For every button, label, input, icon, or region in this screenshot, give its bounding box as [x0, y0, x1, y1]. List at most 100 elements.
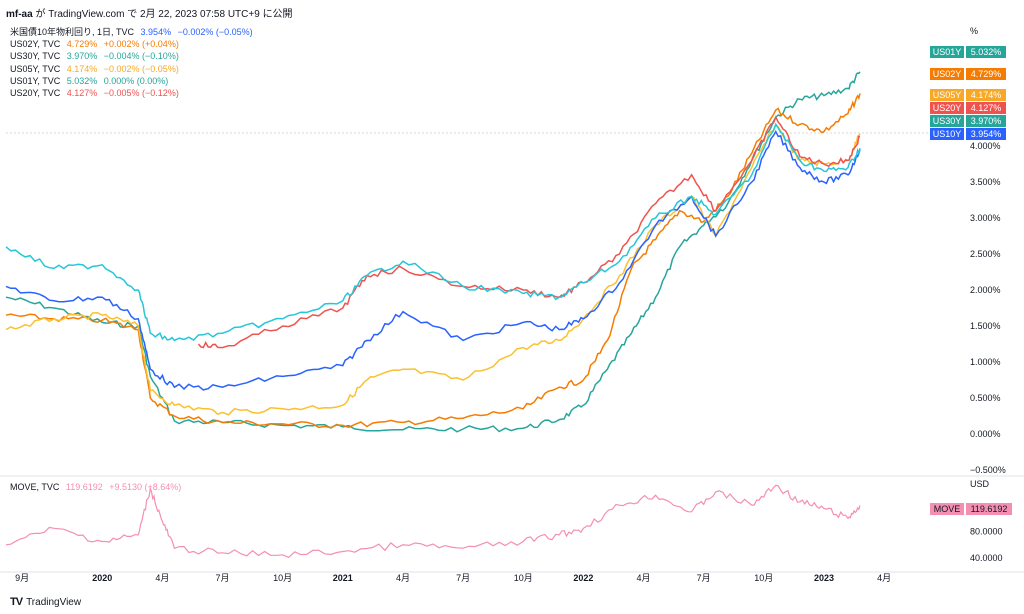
series-line-us02y[interactable] — [5, 93, 861, 429]
x-tick-label: 7月 — [456, 573, 470, 583]
legend-row-us30y[interactable]: US30Y, TVC 3.970% −0.004% (−0.10%) — [10, 50, 257, 62]
x-tick-label: 10月 — [514, 573, 533, 583]
x-tick-label: 2021 — [333, 573, 353, 583]
header-site[interactable]: TradingView.com — [48, 9, 125, 20]
legend-symbol: US05Y, TVC — [10, 63, 61, 74]
price-label-name-bg — [930, 115, 964, 127]
x-tick-label: 7月 — [216, 573, 230, 583]
y-tick-label: 4.000% — [970, 141, 1001, 151]
x-tick-label: 10月 — [754, 573, 773, 583]
price-label-name: US02Y — [933, 69, 962, 79]
header-date: 2月 22, 2023 07:58 UTC+9 — [139, 9, 260, 20]
y-tick-label: −0.500% — [970, 465, 1006, 475]
legend-row-us05y[interactable]: US05Y, TVC 4.174% −0.002% (−0.05%) — [10, 63, 257, 75]
legend-change: −0.004% (−0.10%) — [103, 51, 179, 62]
y-axis-unit: % — [970, 26, 978, 36]
price-label-value: 3.954% — [971, 129, 1002, 139]
price-label-value-bg — [966, 503, 1012, 515]
x-tick-label: 4月 — [637, 573, 651, 583]
x-tick-label: 4月 — [877, 573, 891, 583]
series-line-us05y[interactable] — [5, 122, 861, 416]
legend-change: 0.000% (0.00%) — [103, 75, 169, 86]
price-label-name-bg — [930, 89, 964, 101]
move-y-axis-unit: USD — [970, 479, 990, 489]
price-label-name: MOVE — [934, 504, 961, 514]
legend-row-us02y[interactable]: US02Y, TVC 4.729% +0.002% (+0.04%) — [10, 38, 257, 50]
price-label-value: 119.6192 — [971, 504, 1008, 514]
x-tick-label: 7月 — [697, 573, 711, 583]
price-label-value: 4.127% — [971, 103, 1002, 113]
y-tick-label: 3.500% — [970, 177, 1001, 187]
legend-change: −0.002% (−0.05%) — [103, 63, 179, 74]
series-line-us01y[interactable] — [5, 71, 861, 433]
price-label-name-bg — [930, 68, 964, 80]
x-tick-label: 4月 — [396, 573, 410, 583]
legend-change: −0.005% (−0.12%) — [103, 88, 179, 99]
legend-value: 119.6192 — [65, 482, 103, 492]
main-legend: 米国債10年物利回り, 1日, TVC 3.954% −0.002% (−0.0… — [10, 26, 257, 99]
header-particle: が — [35, 9, 46, 20]
legend-value: 4.729% — [66, 39, 98, 50]
price-label-name: US01Y — [933, 47, 962, 57]
legend-change: +9.5130 (+8.64%) — [109, 482, 182, 492]
series-line-us20y[interactable] — [197, 115, 861, 349]
price-label-name-bg — [930, 46, 964, 58]
legend-value: 5.032% — [66, 75, 98, 86]
price-label-value: 4.729% — [971, 69, 1002, 79]
legend-value: 3.970% — [66, 51, 98, 62]
move-y-tick-label: 80.0000 — [970, 527, 1003, 537]
tradingview-logo-icon: TV — [10, 596, 23, 608]
price-label-value: 3.970% — [971, 116, 1002, 126]
legend-symbol: US02Y, TVC — [10, 39, 61, 50]
x-tick-label: 2023 — [814, 573, 834, 583]
brand-name: TradingView — [26, 596, 82, 608]
y-tick-label: 0.000% — [970, 429, 1001, 439]
legend-symbol: US01Y, TVC — [10, 75, 61, 86]
x-tick-label: 4月 — [155, 573, 169, 583]
legend-value: 4.127% — [66, 88, 98, 99]
price-label-value-bg — [966, 46, 1006, 58]
legend-change: +0.002% (+0.04%) — [103, 39, 179, 50]
legend-change: −0.002% (−0.05%) — [177, 27, 253, 37]
move-y-tick-label: 40.0000 — [970, 553, 1003, 563]
legend-symbol: US30Y, TVC — [10, 51, 61, 62]
series-line-us10y[interactable] — [5, 130, 861, 391]
publish-header: mf-aa が TradingView.com で 2月 22, 2023 07… — [6, 5, 293, 20]
price-label-value: 4.174% — [971, 90, 1002, 100]
price-label-name-bg — [930, 128, 964, 140]
series-line-move[interactable] — [5, 484, 861, 559]
price-label-value-bg — [966, 89, 1006, 101]
header-particle-2: で — [127, 9, 138, 20]
price-label-value-bg — [966, 128, 1006, 140]
publisher-name[interactable]: mf-aa — [6, 9, 33, 20]
price-label-name: US20Y — [933, 103, 962, 113]
header-suffix: に公開 — [262, 9, 293, 20]
price-label-value-bg — [966, 68, 1006, 80]
x-tick-label: 10月 — [273, 573, 292, 583]
price-label-value-bg — [966, 115, 1006, 127]
price-label-name: US10Y — [933, 129, 962, 139]
x-tick-label: 9月 — [15, 573, 29, 583]
move-legend[interactable]: MOVE, TVC 119.6192 +9.5130 (+8.64%) — [10, 482, 185, 492]
y-tick-label: 1.500% — [970, 321, 1001, 331]
y-tick-label: 3.000% — [970, 213, 1001, 223]
y-tick-label: 2.000% — [970, 285, 1001, 295]
y-tick-label: 1.000% — [970, 357, 1001, 367]
legend-row-us01y[interactable]: US01Y, TVC 5.032% 0.000% (0.00%) — [10, 75, 257, 87]
footer-brand[interactable]: TV TradingView — [10, 596, 81, 608]
legend-symbol: 米国債10年物利回り, 1日, TVC — [10, 27, 135, 37]
price-label-name-bg — [930, 102, 964, 114]
price-label-value-bg — [966, 102, 1006, 114]
legend-symbol: MOVE, TVC — [10, 482, 60, 492]
price-label-name-bg — [930, 503, 964, 515]
series-line-us30y[interactable] — [5, 122, 861, 342]
legend-row-title[interactable]: 米国債10年物利回り, 1日, TVC 3.954% −0.002% (−0.0… — [10, 26, 257, 38]
legend-value: 4.174% — [66, 63, 98, 74]
price-label-value: 5.032% — [971, 47, 1002, 57]
legend-symbol: US20Y, TVC — [10, 88, 61, 99]
x-tick-label: 2020 — [92, 573, 112, 583]
price-label-name: US30Y — [933, 116, 962, 126]
legend-value: 3.954% — [140, 27, 172, 37]
legend-row-us20y[interactable]: US20Y, TVC 4.127% −0.005% (−0.12%) — [10, 87, 257, 99]
